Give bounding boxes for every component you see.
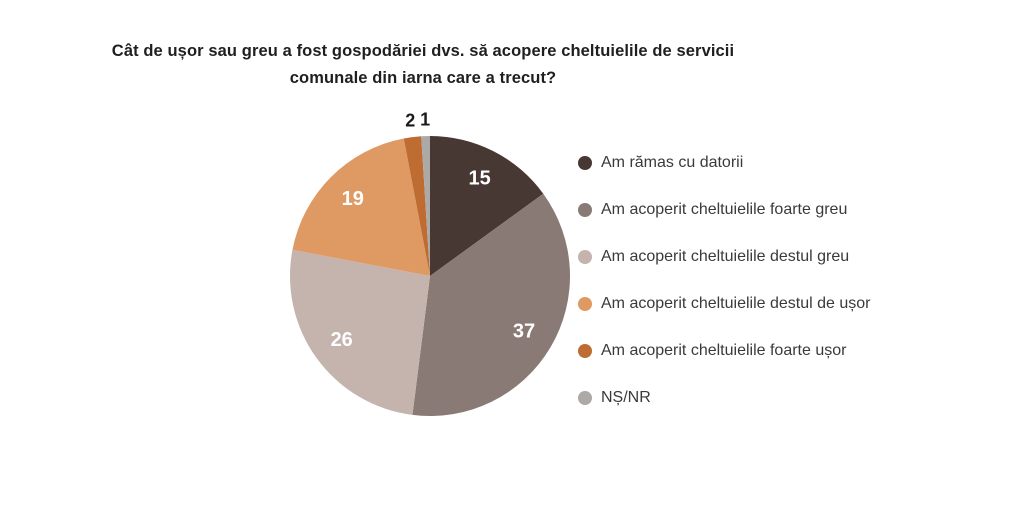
legend-swatch-icon: [578, 202, 592, 217]
pie-slice: [412, 193, 571, 417]
pie-value-label: 2: [405, 110, 415, 130]
pie-slice: [430, 136, 544, 276]
legend-swatch-icon: [578, 296, 592, 311]
pie-chart-area: 15 37 26 19 2 1: [260, 100, 600, 440]
pie-slice: [292, 138, 430, 276]
legend-label: Am rămas cu datorii: [601, 153, 744, 171]
legend-item-destul-greu: Am acoperit cheltuielile destul greu: [578, 244, 998, 269]
pie-slice: [290, 249, 430, 415]
legend-label: Am acoperit cheltuielile destul greu: [601, 247, 850, 265]
pie-value-label: 37: [513, 321, 535, 343]
legend-label: Am acoperit cheltuielile foarte greu: [601, 200, 848, 218]
legend-swatch-icon: [578, 249, 592, 264]
chart-title: Cât de ușor sau greu a fost gospodăriei …: [73, 38, 773, 92]
legend-item-destul-de-usor: Am acoperit cheltuielile destul de ușor: [578, 291, 998, 316]
pie-value-label: 19: [342, 188, 364, 210]
chart-title-line1: Cât de ușor sau greu a fost gospodăriei …: [111, 42, 735, 60]
legend-label: Am acoperit cheltuielile foarte ușor: [601, 341, 847, 359]
legend-label: Am acoperit cheltuielile destul de ușor: [601, 294, 871, 312]
pie-slice: [421, 136, 430, 276]
legend-item-ns-nr: NȘ/NR: [578, 385, 998, 410]
pie-value-label: 1: [420, 109, 430, 129]
pie-value-label: 26: [331, 329, 353, 351]
pie-value-label: 15: [468, 168, 490, 190]
legend-item-foarte-usor: Am acoperit cheltuielile foarte ușor: [578, 338, 998, 363]
pie-slice: [403, 136, 430, 276]
legend-swatch-icon: [578, 155, 592, 170]
legend-item-am-ramas-cu-datorii: Am rămas cu datorii: [578, 150, 998, 175]
legend-swatch-icon: [578, 343, 592, 358]
legend-swatch-icon: [578, 390, 592, 405]
legend-item-foarte-greu: Am acoperit cheltuielile foarte greu: [578, 197, 998, 222]
chart-legend: Am rămas cu datorii Am acoperit cheltuie…: [578, 150, 998, 432]
pie-chart: 15 37 26 19 2 1: [290, 109, 571, 417]
legend-label: NȘ/NR: [601, 388, 651, 406]
chart-title-line2: comunale din iarna care a trecut?: [289, 69, 557, 87]
